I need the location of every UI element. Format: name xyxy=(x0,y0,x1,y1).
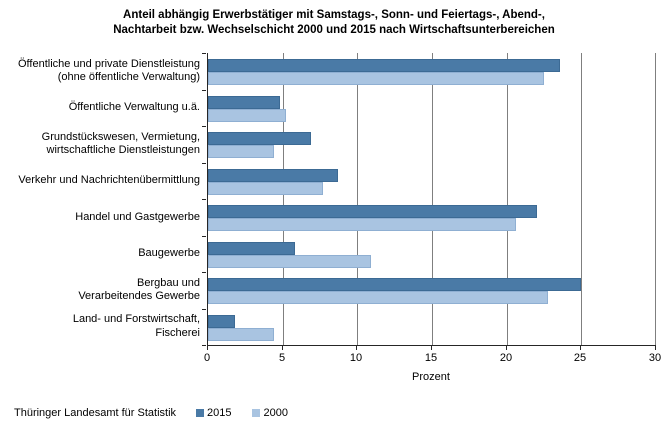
bar-2015-row6 xyxy=(208,241,295,255)
legend-label-2000: 2000 xyxy=(263,407,288,419)
x-tick-label-30: 30 xyxy=(648,352,662,364)
x-tick-label-10: 10 xyxy=(349,352,363,364)
gridline-20 xyxy=(507,53,508,345)
y-axis-tick xyxy=(202,272,206,273)
y-axis-tick xyxy=(202,126,206,127)
x-axis-tick-25 xyxy=(580,346,581,350)
category-label-5: Handel und Gastgewerbe xyxy=(75,210,200,223)
x-axis-tick-0 xyxy=(207,346,208,350)
legend-swatch-2000 xyxy=(252,409,261,417)
category-label-3: Grundstückswesen, Vermietung, wirtschaft… xyxy=(41,130,200,157)
source-text: Thüringer Landesamt für Statistik xyxy=(14,407,177,419)
x-axis-tick-10 xyxy=(356,346,357,350)
gridline-10 xyxy=(357,53,358,345)
chart-title-line1: Anteil abhängig Erwerbstätiger mit Samst… xyxy=(123,9,545,21)
category-label-1: Öffentliche und private Dienstleistung (… xyxy=(17,57,200,84)
bar-2015-row2 xyxy=(208,95,280,109)
x-axis-tick-20 xyxy=(506,346,507,350)
legend-item-2000: 2000 xyxy=(252,407,288,419)
gridline-15 xyxy=(432,53,433,345)
x-axis-tick-30 xyxy=(655,346,656,350)
x-tick-label-25: 25 xyxy=(573,352,587,364)
chart-title-line2: Nachtarbeit bzw. Wechselschicht 2000 und… xyxy=(113,24,555,36)
bar-2000-row7 xyxy=(208,291,549,304)
x-tick-label-20: 20 xyxy=(499,352,513,364)
category-label-8: Land- und Forstwirtschaft, Fischerei xyxy=(72,313,200,339)
bar-2015-row7 xyxy=(208,278,582,291)
chart-title: Anteil abhängig Erwerbstätiger mit Samst… xyxy=(0,8,668,38)
y-axis-tick xyxy=(202,199,206,200)
category-label-4: Verkehr und Nachrichtenübermittlung xyxy=(18,174,200,186)
legend-label-2015: 2015 xyxy=(207,407,232,419)
x-axis-tick-15 xyxy=(431,346,432,350)
bar-2015-row3 xyxy=(208,132,312,145)
bar-2015-row8 xyxy=(208,314,235,328)
bar-2000-row1 xyxy=(208,72,544,85)
y-axis-tick xyxy=(202,53,206,54)
bar-2000-row6 xyxy=(208,254,371,268)
gridline-30 xyxy=(655,53,656,345)
legend-swatch-2015 xyxy=(196,409,204,417)
bar-2000-row3 xyxy=(208,145,274,158)
y-axis-tick xyxy=(202,163,206,164)
category-label-6: Baugewerbe xyxy=(138,247,200,259)
bar-2000-row8 xyxy=(208,327,274,341)
gridline-25 xyxy=(581,53,582,345)
bar-2015-row5 xyxy=(208,205,537,218)
plot-area xyxy=(207,53,656,346)
bar-2000-row4 xyxy=(208,181,323,195)
gridline-5 xyxy=(283,53,284,345)
legend-item-2015: 2015 xyxy=(196,407,231,419)
legend: 2015 2000 xyxy=(196,407,288,419)
x-tick-label-0: 0 xyxy=(203,352,211,364)
y-axis-tick xyxy=(202,345,206,346)
x-axis-title: Prozent xyxy=(412,371,450,383)
y-axis-tick xyxy=(202,90,206,91)
x-tick-label-15: 15 xyxy=(424,352,438,364)
bar-2000-row5 xyxy=(208,218,516,231)
y-axis-tick xyxy=(202,309,206,310)
category-label-2: Öffentliche Verwaltung u.ä. xyxy=(68,101,200,113)
bar-2015-row4 xyxy=(208,168,338,182)
bar-2000-row2 xyxy=(208,108,286,122)
category-label-7: Bergbau und Verarbeitendes Gewerbe xyxy=(78,276,200,303)
bar-2015-row1 xyxy=(208,59,561,72)
x-tick-label-5: 5 xyxy=(278,352,286,364)
x-axis-tick-5 xyxy=(282,346,283,350)
y-axis-tick xyxy=(202,236,206,237)
